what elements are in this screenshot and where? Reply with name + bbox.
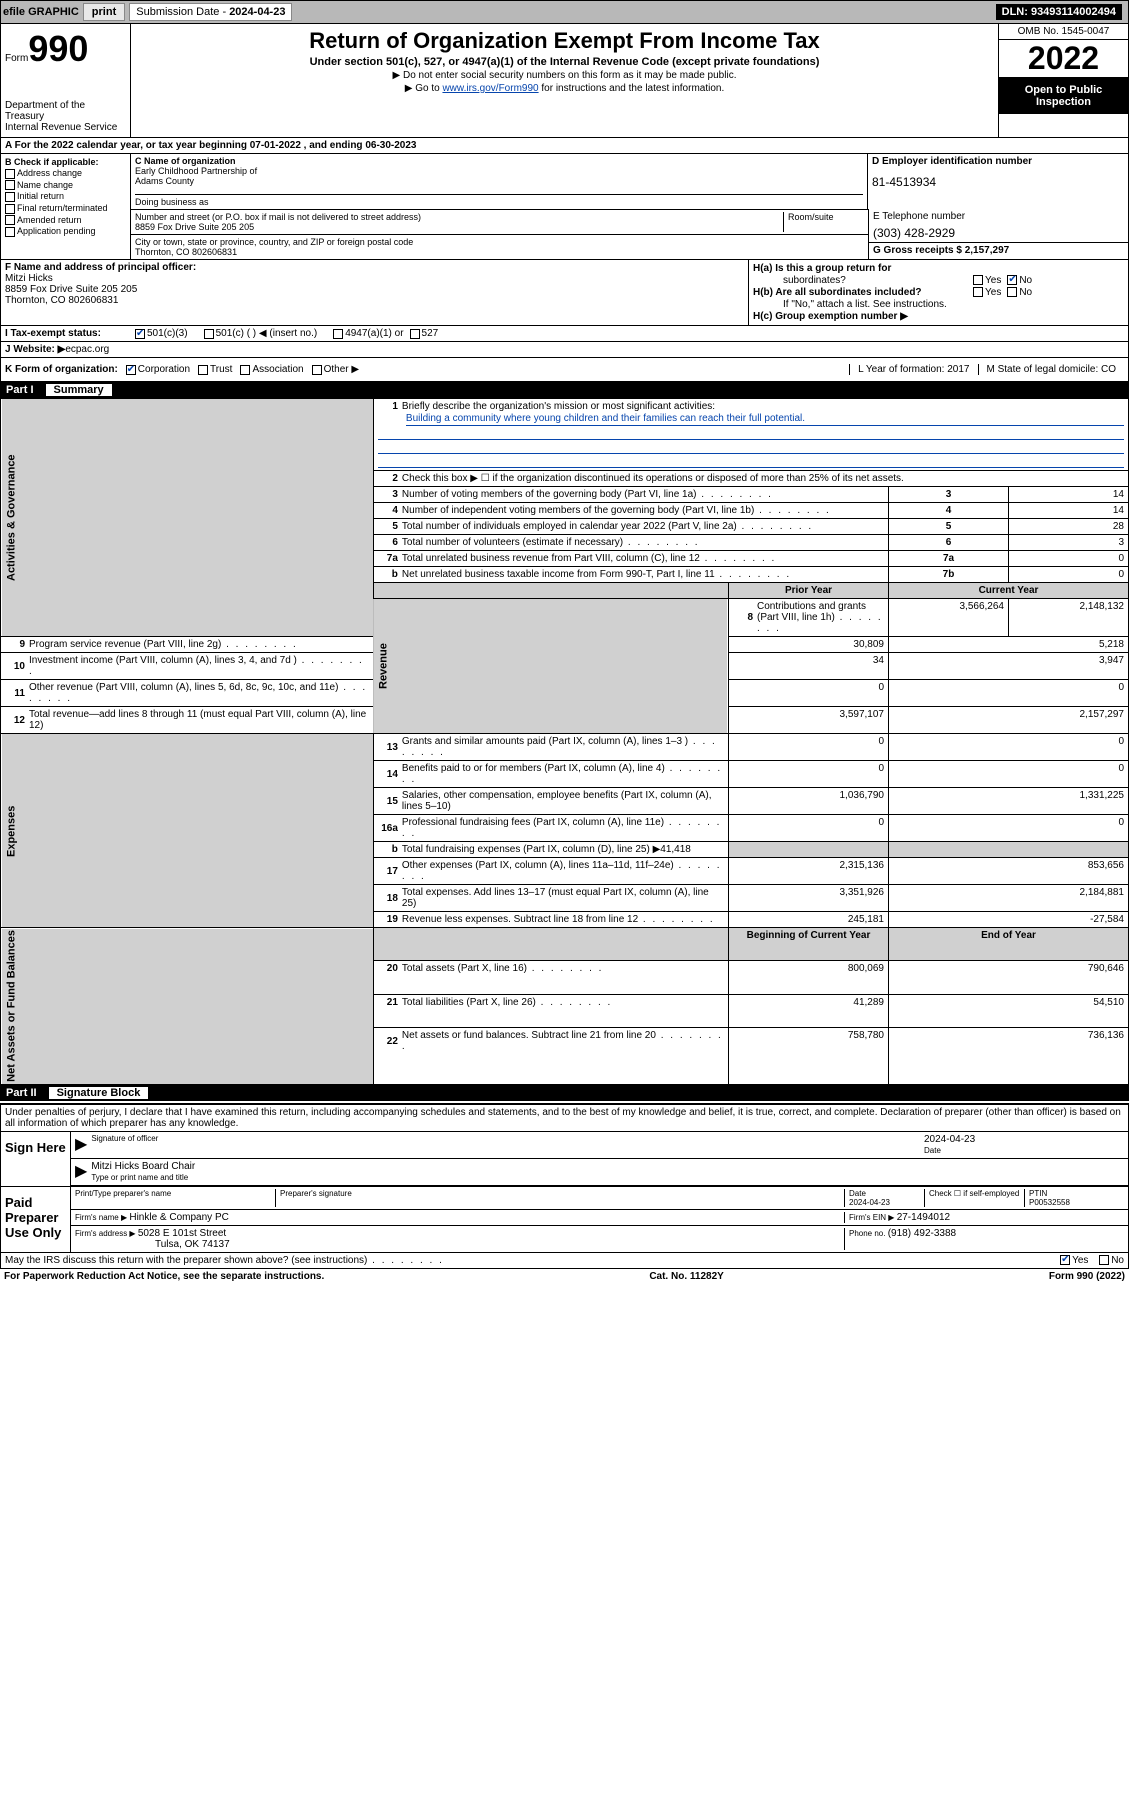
cb-address-change[interactable]	[5, 169, 15, 179]
arrow-icon: ▶	[75, 1134, 87, 1156]
sig-declaration: Under penalties of perjury, I declare th…	[1, 1105, 1128, 1132]
tax-year: 2022	[999, 40, 1128, 78]
cb-trust[interactable]	[198, 365, 208, 375]
arrow-icon: ▶	[75, 1161, 87, 1183]
may-discuss-row: May the IRS discuss this return with the…	[0, 1253, 1129, 1269]
dln-label: DLN: 93493114002494	[996, 4, 1122, 20]
org-name-block: C Name of organization Early Childhood P…	[131, 154, 868, 209]
sign-here-label: Sign Here	[1, 1132, 71, 1186]
dept-label: Department of the Treasury	[5, 100, 126, 122]
summary-table: Activities & Governance 1Briefly describ…	[0, 398, 1129, 1085]
part1-header: Part I Summary	[0, 382, 1129, 398]
open-public-badge: Open to Public Inspection	[999, 78, 1128, 114]
cb-other[interactable]	[312, 365, 322, 375]
header-right: OMB No. 1545-0047 2022 Open to Public In…	[998, 24, 1128, 137]
col-e-g: E Telephone number (303) 428-2929 G Gros…	[868, 209, 1128, 259]
irs-label: Internal Revenue Service	[5, 122, 126, 133]
form-header: Form 990 Department of the Treasury Inte…	[0, 24, 1129, 138]
submission-date: Submission Date - 2024-04-23	[129, 3, 292, 21]
phone-label: E Telephone number	[869, 209, 1128, 224]
cb-amended[interactable]	[5, 215, 15, 225]
cb-hb-yes[interactable]	[973, 287, 983, 297]
section-bcd: B Check if applicable: Address change Na…	[0, 154, 1129, 260]
note-ssn: ▶ Do not enter social security numbers o…	[135, 70, 994, 81]
main-title: Return of Organization Exempt From Incom…	[135, 28, 994, 54]
row-a-period: A For the 2022 calendar year, or tax yea…	[0, 138, 1129, 154]
row-i-tax-status: I Tax-exempt status: 501(c)(3) 501(c) ( …	[0, 326, 1129, 342]
page-footer: For Paperwork Reduction Act Notice, see …	[0, 1269, 1129, 1284]
signature-section: Under penalties of perjury, I declare th…	[0, 1103, 1129, 1253]
row-j-website: J Website: ▶ ecpac.org	[0, 342, 1129, 358]
tab-net-assets: Net Assets or Fund Balances	[1, 928, 374, 1085]
cb-assoc[interactable]	[240, 365, 250, 375]
street-row: Number and street (or P.O. box if mail i…	[131, 209, 868, 234]
cb-527[interactable]	[410, 329, 420, 339]
col-f-officer: F Name and address of principal officer:…	[1, 260, 748, 325]
cb-4947[interactable]	[333, 329, 343, 339]
phone-value: (303) 428-2929	[869, 224, 1128, 242]
omb-number: OMB No. 1545-0047	[999, 24, 1128, 40]
cb-app-pending[interactable]	[5, 227, 15, 237]
subtitle: Under section 501(c), 527, or 4947(a)(1)…	[135, 56, 994, 68]
row-k-form-org: K Form of organization: Corporation Trus…	[0, 358, 1129, 382]
tab-governance: Activities & Governance	[1, 399, 374, 637]
form-number: 990	[28, 28, 88, 70]
gross-receipts: G Gross receipts $ 2,157,297	[869, 242, 1128, 258]
cb-discuss-no[interactable]	[1099, 1255, 1109, 1265]
header-left: Form 990 Department of the Treasury Inte…	[1, 24, 131, 137]
cb-discuss-yes[interactable]	[1060, 1255, 1070, 1265]
cb-final-return[interactable]	[5, 204, 15, 214]
cb-501c3[interactable]	[135, 329, 145, 339]
city-row: City or town, state or province, country…	[131, 234, 868, 259]
cb-hb-no[interactable]	[1007, 287, 1017, 297]
print-button[interactable]: print	[83, 3, 125, 21]
tab-revenue: Revenue	[373, 599, 728, 734]
header-mid: Return of Organization Exempt From Incom…	[131, 24, 998, 137]
col-d-ein: D Employer identification number 81-4513…	[868, 154, 1128, 209]
section-fh: F Name and address of principal officer:…	[0, 260, 1129, 326]
efile-label: efile GRAPHIC	[3, 6, 79, 18]
col-b-checkboxes: B Check if applicable: Address change Na…	[1, 154, 131, 259]
note-goto: ▶ Go to www.irs.gov/Form990 for instruct…	[135, 83, 994, 94]
paid-preparer-label: Paid Preparer Use Only	[1, 1187, 71, 1252]
cb-501c[interactable]	[204, 329, 214, 339]
top-toolbar: efile GRAPHIC print Submission Date - 20…	[0, 0, 1129, 24]
cb-ha-no[interactable]	[1007, 275, 1017, 285]
irs-link[interactable]: www.irs.gov/Form990	[442, 83, 538, 94]
cb-name-change[interactable]	[5, 180, 15, 190]
col-c: C Name of organization Early Childhood P…	[131, 154, 1128, 259]
part2-header: Part II Signature Block	[0, 1085, 1129, 1101]
tab-expenses: Expenses	[1, 734, 374, 928]
form-label: Form	[5, 53, 28, 64]
cb-initial-return[interactable]	[5, 192, 15, 202]
col-h-group: H(a) Is this a group return for subordin…	[748, 260, 1128, 325]
cb-corp[interactable]	[126, 365, 136, 375]
cb-ha-yes[interactable]	[973, 275, 983, 285]
